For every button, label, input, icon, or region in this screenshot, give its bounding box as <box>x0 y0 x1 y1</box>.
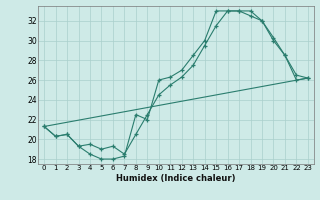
X-axis label: Humidex (Indice chaleur): Humidex (Indice chaleur) <box>116 174 236 183</box>
